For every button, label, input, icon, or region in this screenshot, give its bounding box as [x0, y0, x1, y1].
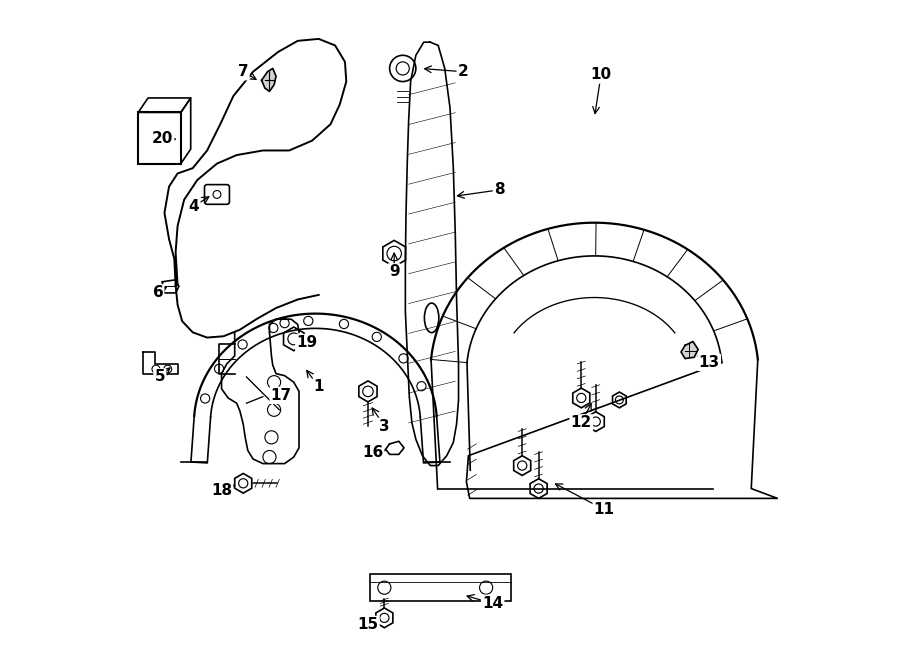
Text: 5: 5 [155, 369, 166, 385]
Text: 11: 11 [594, 502, 615, 517]
Bar [139, 113, 181, 164]
Text: 19: 19 [296, 336, 318, 350]
Polygon shape [163, 280, 179, 293]
Text: 9: 9 [389, 264, 400, 279]
Text: 8: 8 [494, 182, 505, 197]
Text: 15: 15 [357, 617, 379, 632]
Text: 2: 2 [458, 64, 469, 79]
Text: 14: 14 [482, 596, 503, 611]
Polygon shape [386, 442, 404, 454]
Text: 13: 13 [698, 355, 720, 370]
Text: 16: 16 [362, 445, 383, 460]
Polygon shape [262, 68, 276, 91]
Text: 1: 1 [313, 379, 324, 395]
Text: 12: 12 [571, 415, 592, 430]
Text: 3: 3 [379, 418, 390, 434]
Text: 6: 6 [152, 285, 163, 301]
Text: 7: 7 [238, 64, 248, 79]
FancyBboxPatch shape [204, 185, 230, 205]
Polygon shape [681, 342, 698, 359]
Text: 4: 4 [189, 199, 199, 214]
Text: 18: 18 [211, 483, 232, 498]
Bar [370, 574, 511, 602]
Text: 20: 20 [152, 131, 173, 146]
Text: 10: 10 [590, 68, 611, 83]
Text: 17: 17 [271, 388, 292, 403]
